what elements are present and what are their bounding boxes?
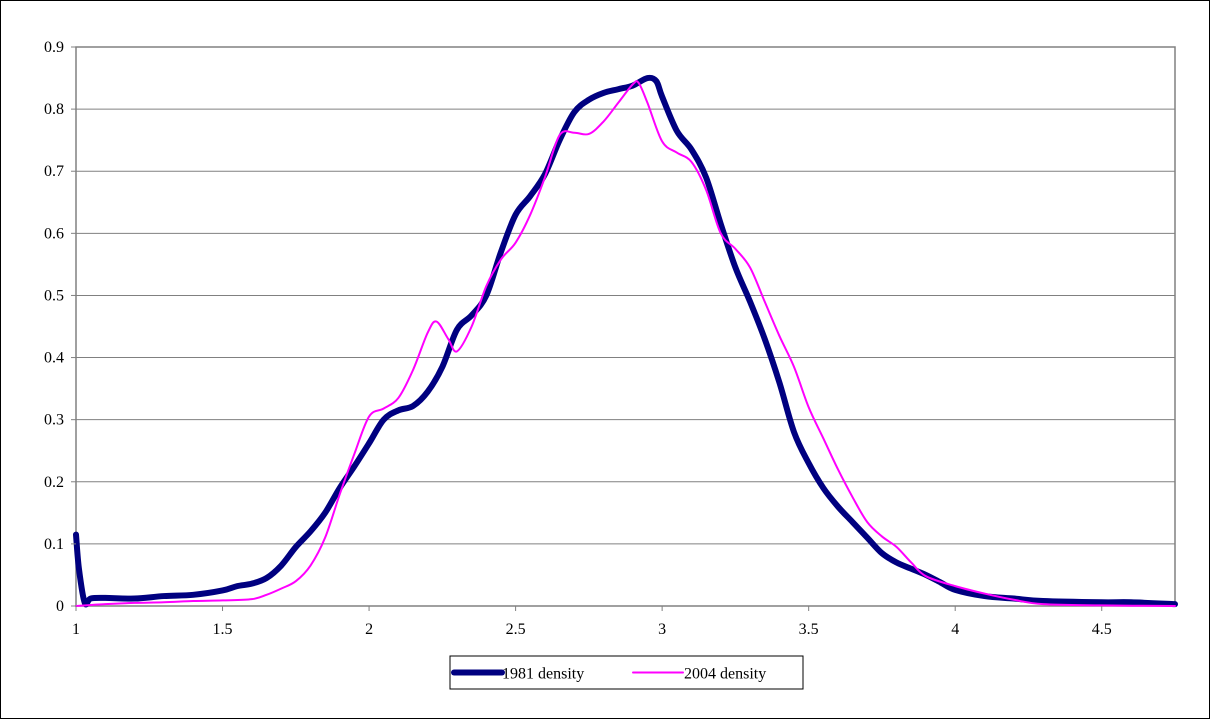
x-tick-label: 1.5 (213, 621, 233, 638)
legend-label-2004: 2004 density (684, 666, 766, 683)
y-tick-label: 0.4 (44, 350, 64, 367)
x-tick-label: 4 (951, 621, 959, 638)
y-tick-label: 0.5 (44, 287, 64, 304)
y-tick-label: 0 (56, 598, 64, 615)
x-tick-label: 2 (365, 621, 373, 638)
series-lines (73, 74, 1178, 608)
y-tick-label: 0.3 (44, 412, 64, 429)
y-tick-label: 0.9 (44, 39, 64, 56)
legend: 1981 density 2004 density (449, 655, 804, 690)
x-tick-label: 3.5 (799, 621, 819, 638)
series-line-1981 (73, 74, 1178, 608)
y-tick-label: 0.1 (44, 536, 64, 553)
x-tick-label: 2.5 (506, 621, 526, 638)
plot-area-border (75, 46, 1176, 607)
axes: 0 0.1 0.2 0.3 0.4 0.5 0.6 0.7 0.8 0.9 1 1.5 2 2.5 3 3.5… (44, 39, 1112, 638)
legend-label-1981: 1981 density (502, 666, 584, 683)
y-tick-label: 0.6 (44, 225, 64, 242)
y-tick-label: 0.8 (44, 101, 64, 118)
y-tick-label: 0.2 (44, 474, 64, 491)
y-tick-label: 0.7 (44, 163, 64, 180)
x-tick-label: 1 (72, 621, 80, 638)
x-tick-label: 4.5 (1092, 621, 1112, 638)
x-tick-label: 3 (658, 621, 666, 638)
series-line-2004 (75, 80, 1176, 607)
legend-box (449, 655, 804, 690)
gridlines (76, 108, 1175, 545)
